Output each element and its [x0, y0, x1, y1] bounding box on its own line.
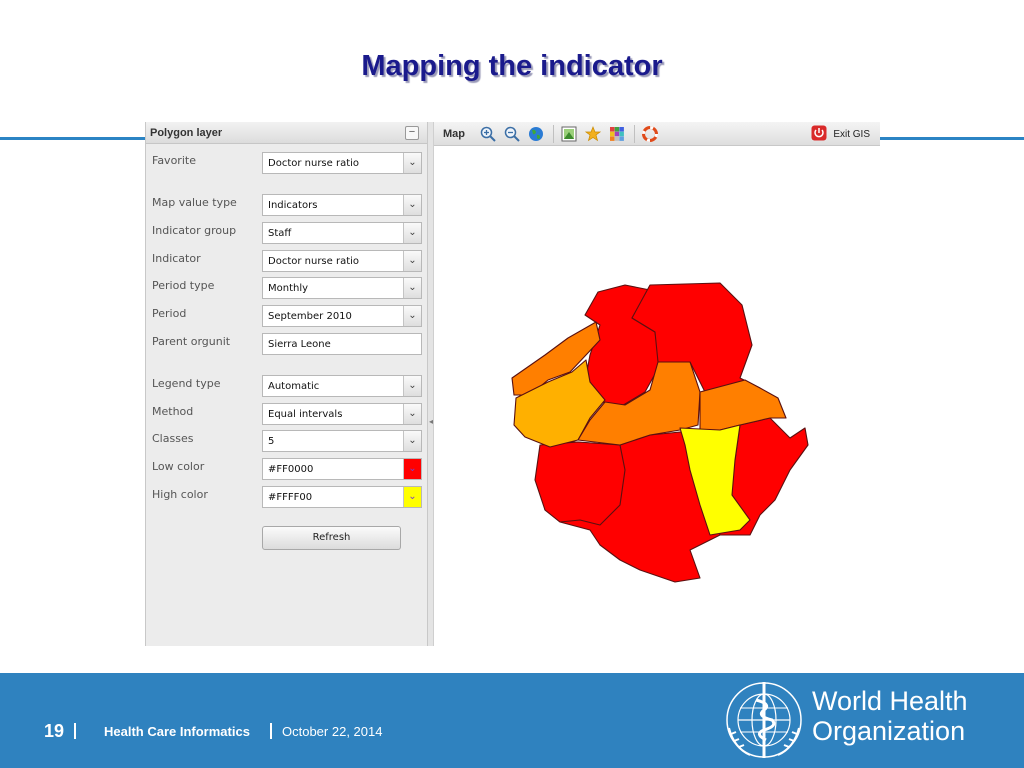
field-label: Indicator: [152, 252, 201, 265]
color-swatch-icon[interactable]: ⌄: [403, 459, 421, 479]
collapse-arrow-icon[interactable]: ◂: [428, 417, 433, 426]
panel-header: Polygon layer: [146, 122, 427, 144]
color-swatch-icon[interactable]: ⌄: [403, 487, 421, 507]
select-field[interactable]: 5 ⌄: [262, 430, 422, 452]
course-title: Health Care Informatics: [104, 724, 250, 739]
field-label: Legend type: [152, 377, 221, 390]
rule-left: [0, 137, 145, 140]
field-label: Method: [152, 405, 194, 418]
field-value: Doctor nurse ratio: [268, 158, 360, 169]
who-emblem-icon: [720, 678, 808, 762]
chevron-down-icon[interactable]: ⌄: [403, 404, 421, 424]
legend-grid-icon[interactable]: [608, 125, 626, 143]
map-region-south-west: [534, 441, 626, 526]
sierra-leone-choropleth: [511, 282, 809, 583]
select-field[interactable]: Monthly ⌄: [262, 277, 422, 299]
select-field[interactable]: Indicators ⌄: [262, 194, 422, 216]
zoom-in-icon[interactable]: [479, 125, 497, 143]
who-line-2: Organization: [812, 716, 966, 746]
footer-date: October 22, 2014: [282, 724, 383, 739]
refresh-button[interactable]: Refresh: [262, 526, 401, 550]
who-line-1: World Health: [812, 686, 968, 716]
field-value: 5: [268, 436, 275, 447]
field-value: September 2010: [268, 311, 352, 322]
map-region-west-coast: [513, 359, 606, 448]
slide-footer: 19 Health Care Informatics October 22, 2…: [0, 673, 1024, 768]
collapse-button[interactable]: −: [405, 126, 419, 140]
field-label: Map value type: [152, 196, 237, 209]
field-value: Staff: [268, 228, 292, 239]
map-canvas[interactable]: [434, 147, 880, 646]
field-label: Indicator group: [152, 224, 237, 237]
footer-divider: [74, 723, 76, 739]
field-value: #FFFF00: [268, 492, 313, 503]
select-field[interactable]: September 2010 ⌄: [262, 305, 422, 327]
field-label: Period type: [152, 279, 215, 292]
field-label: Parent orgunit: [152, 335, 231, 348]
field-value: Automatic: [268, 381, 320, 392]
chevron-down-icon[interactable]: ⌄: [403, 431, 421, 451]
panel-splitter[interactable]: ◂: [428, 122, 434, 646]
exit-gis-label: Exit GIS: [833, 129, 870, 140]
field-label: Period: [152, 307, 187, 320]
exit-gis-button[interactable]: Exit GIS: [811, 125, 870, 144]
polygon-layer-panel: Polygon layer − Favorite Doctor nurse rat…: [145, 122, 428, 646]
toolbar-title: Map: [443, 127, 465, 140]
footer-divider: [270, 723, 272, 739]
field-value: #FF0000: [268, 464, 314, 475]
parent-orgunit-input[interactable]: Sierra Leone: [262, 333, 422, 355]
chevron-down-icon[interactable]: ⌄: [403, 195, 421, 215]
chevron-down-icon[interactable]: ⌄: [403, 278, 421, 298]
toolbar-separator: [634, 124, 635, 143]
field-value: Indicators: [268, 200, 318, 211]
layer-image-icon[interactable]: [560, 125, 578, 143]
slide-title: Mapping the indicator: [361, 50, 663, 82]
select-field[interactable]: Doctor nurse ratio ⌄: [262, 152, 422, 174]
chevron-down-icon[interactable]: ⌄: [403, 153, 421, 173]
select-field[interactable]: Doctor nurse ratio ⌄: [262, 250, 422, 272]
field-label: Low color: [152, 460, 205, 473]
field-label: Favorite: [152, 154, 196, 167]
color-picker-field[interactable]: #FFFF00 ⌄: [262, 486, 422, 508]
who-wordmark: World Health Organization: [812, 686, 968, 746]
globe-icon[interactable]: [527, 125, 545, 143]
toolbar-separator: [553, 124, 554, 143]
power-icon: [811, 125, 827, 144]
map-toolbar: Map Exit GIS: [434, 122, 880, 146]
map-region-south-east-yellow: [679, 424, 751, 536]
page-number: 19: [44, 721, 65, 741]
color-picker-field[interactable]: #FF0000 ⌄: [262, 458, 422, 480]
field-value: Monthly: [268, 283, 309, 294]
help-lifebuoy-icon[interactable]: [641, 125, 659, 143]
field-label: Classes: [152, 432, 194, 445]
chevron-down-icon[interactable]: ⌄: [403, 306, 421, 326]
field-value: Sierra Leone: [268, 339, 331, 350]
rule-right: [880, 137, 1024, 140]
select-field[interactable]: Staff ⌄: [262, 222, 422, 244]
chevron-down-icon[interactable]: ⌄: [403, 223, 421, 243]
select-field[interactable]: Automatic ⌄: [262, 375, 422, 397]
chevron-down-icon[interactable]: ⌄: [403, 376, 421, 396]
field-value: Equal intervals: [268, 409, 343, 420]
select-field[interactable]: Equal intervals ⌄: [262, 403, 422, 425]
zoom-out-icon[interactable]: [503, 125, 521, 143]
field-label: High color: [152, 488, 208, 501]
panel-title: Polygon layer: [150, 126, 223, 139]
field-value: Doctor nurse ratio: [268, 256, 360, 267]
chevron-down-icon[interactable]: ⌄: [403, 251, 421, 271]
favorite-star-icon[interactable]: [584, 125, 602, 143]
